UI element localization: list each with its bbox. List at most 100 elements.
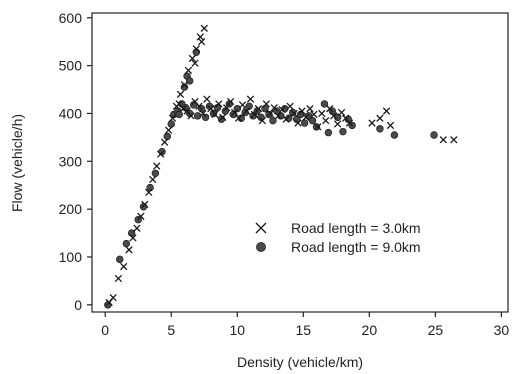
data-point-9km [158,148,166,156]
data-point-3km [376,114,384,122]
y-axis-label: Flow (vehicle/h) [9,114,25,212]
data-point-3km [242,107,251,115]
x-tick-label: 20 [362,322,378,338]
data-point-9km [308,116,317,125]
data-point-9km [104,301,112,309]
y-tick-label: 300 [59,153,83,169]
data-point-3km [274,112,282,120]
data-point-9km [339,127,347,136]
data-point-3km [278,105,286,114]
data-point-3km [282,115,290,123]
data-point-3km [197,38,206,46]
data-point-3km [153,162,161,170]
y-tick-label: 600 [59,10,83,26]
data-point-3km [120,262,128,271]
data-point-3km [302,113,310,121]
data-point-3km [345,119,354,127]
x-tick-label: 30 [494,322,510,338]
data-point-3km [230,108,239,117]
data-point-3km [258,116,267,125]
data-point-3km [179,105,187,113]
data-point-9km [245,102,253,110]
data-point-9km [139,203,148,211]
data-point-3km [294,119,302,127]
legend-label-9km: Road length = 9.0km [291,239,421,255]
data-point-9km [312,123,321,131]
data-point-3km [149,175,157,184]
data-point-3km [337,108,346,117]
y-tick-label: 0 [74,297,82,313]
data-point-9km [146,183,154,192]
data-point-3km [314,123,322,131]
data-point-3km [157,150,165,158]
data-point-3km [219,113,227,121]
data-point-9km [225,100,234,108]
data-point-9km [167,120,175,128]
data-point-3km [306,105,314,113]
legend-label-3km: Road length = 3.0km [291,220,421,236]
y-axis: 0 100 200 300 400 500 600 [59,10,92,313]
data-point-9km [324,128,333,137]
data-point-3km [310,110,318,119]
data-point-3km [227,97,235,106]
data-point-3km [114,274,123,283]
data-point-9km [122,239,131,248]
data-point-3km [129,234,137,242]
data-point-9km [186,77,194,85]
x-tick-label: 5 [167,322,175,338]
y-tick-label: 200 [59,201,83,217]
data-point-3km [262,100,270,108]
x-tick-label: 15 [296,322,312,338]
data-point-3km [192,45,200,53]
data-point-3km [266,109,274,118]
data-point-3km [195,102,203,110]
plot-frame [91,12,509,313]
data-point-3km [180,81,189,89]
data-point-3km [133,224,141,232]
y-tick-label: 500 [59,58,83,74]
data-point-3km [250,110,259,119]
data-point-3km [234,114,243,122]
data-point-3km [191,59,199,67]
data-point-3km [196,33,204,41]
legend-x-symbol [255,222,267,234]
data-point-3km [254,105,263,113]
data-point-9km [175,110,183,119]
data-point-3km [168,114,177,122]
data-point-3km [188,54,197,63]
x-tick-label: 0 [101,322,109,338]
data-point-3km [286,102,294,110]
y-tick-label: 100 [59,249,83,265]
data-point-3km [125,246,133,254]
data-point-9km [180,83,189,91]
data-point-3km [368,119,376,127]
data-point-9km [430,131,438,139]
data-point-3km [298,107,306,115]
data-point-3km [439,136,447,144]
data-point-3km [326,105,334,113]
legend-marker-circle [256,242,266,252]
data-point-9km [300,119,309,127]
data-point-3km [187,112,195,120]
data-point-3km [184,66,193,75]
data-point-3km [238,101,247,109]
legend: Road length = 3.0km Road length = 9.0km [255,220,421,255]
data-points [104,24,458,309]
legend-marker-x [255,222,267,234]
data-point-9km [376,125,384,133]
data-point-3km [290,109,298,118]
data-point-9km [116,255,124,264]
data-point-3km [246,95,255,103]
data-point-3km [137,212,145,220]
data-point-3km [207,105,215,113]
data-point-3km [322,116,330,125]
data-point-9km [205,102,214,110]
x-tick-label: 10 [229,322,245,338]
data-point-3km [450,136,458,144]
data-point-3km [203,95,211,103]
data-point-9km [296,110,305,119]
data-point-3km [200,24,208,32]
data-point-3km [164,126,173,134]
data-point-3km [223,104,231,112]
